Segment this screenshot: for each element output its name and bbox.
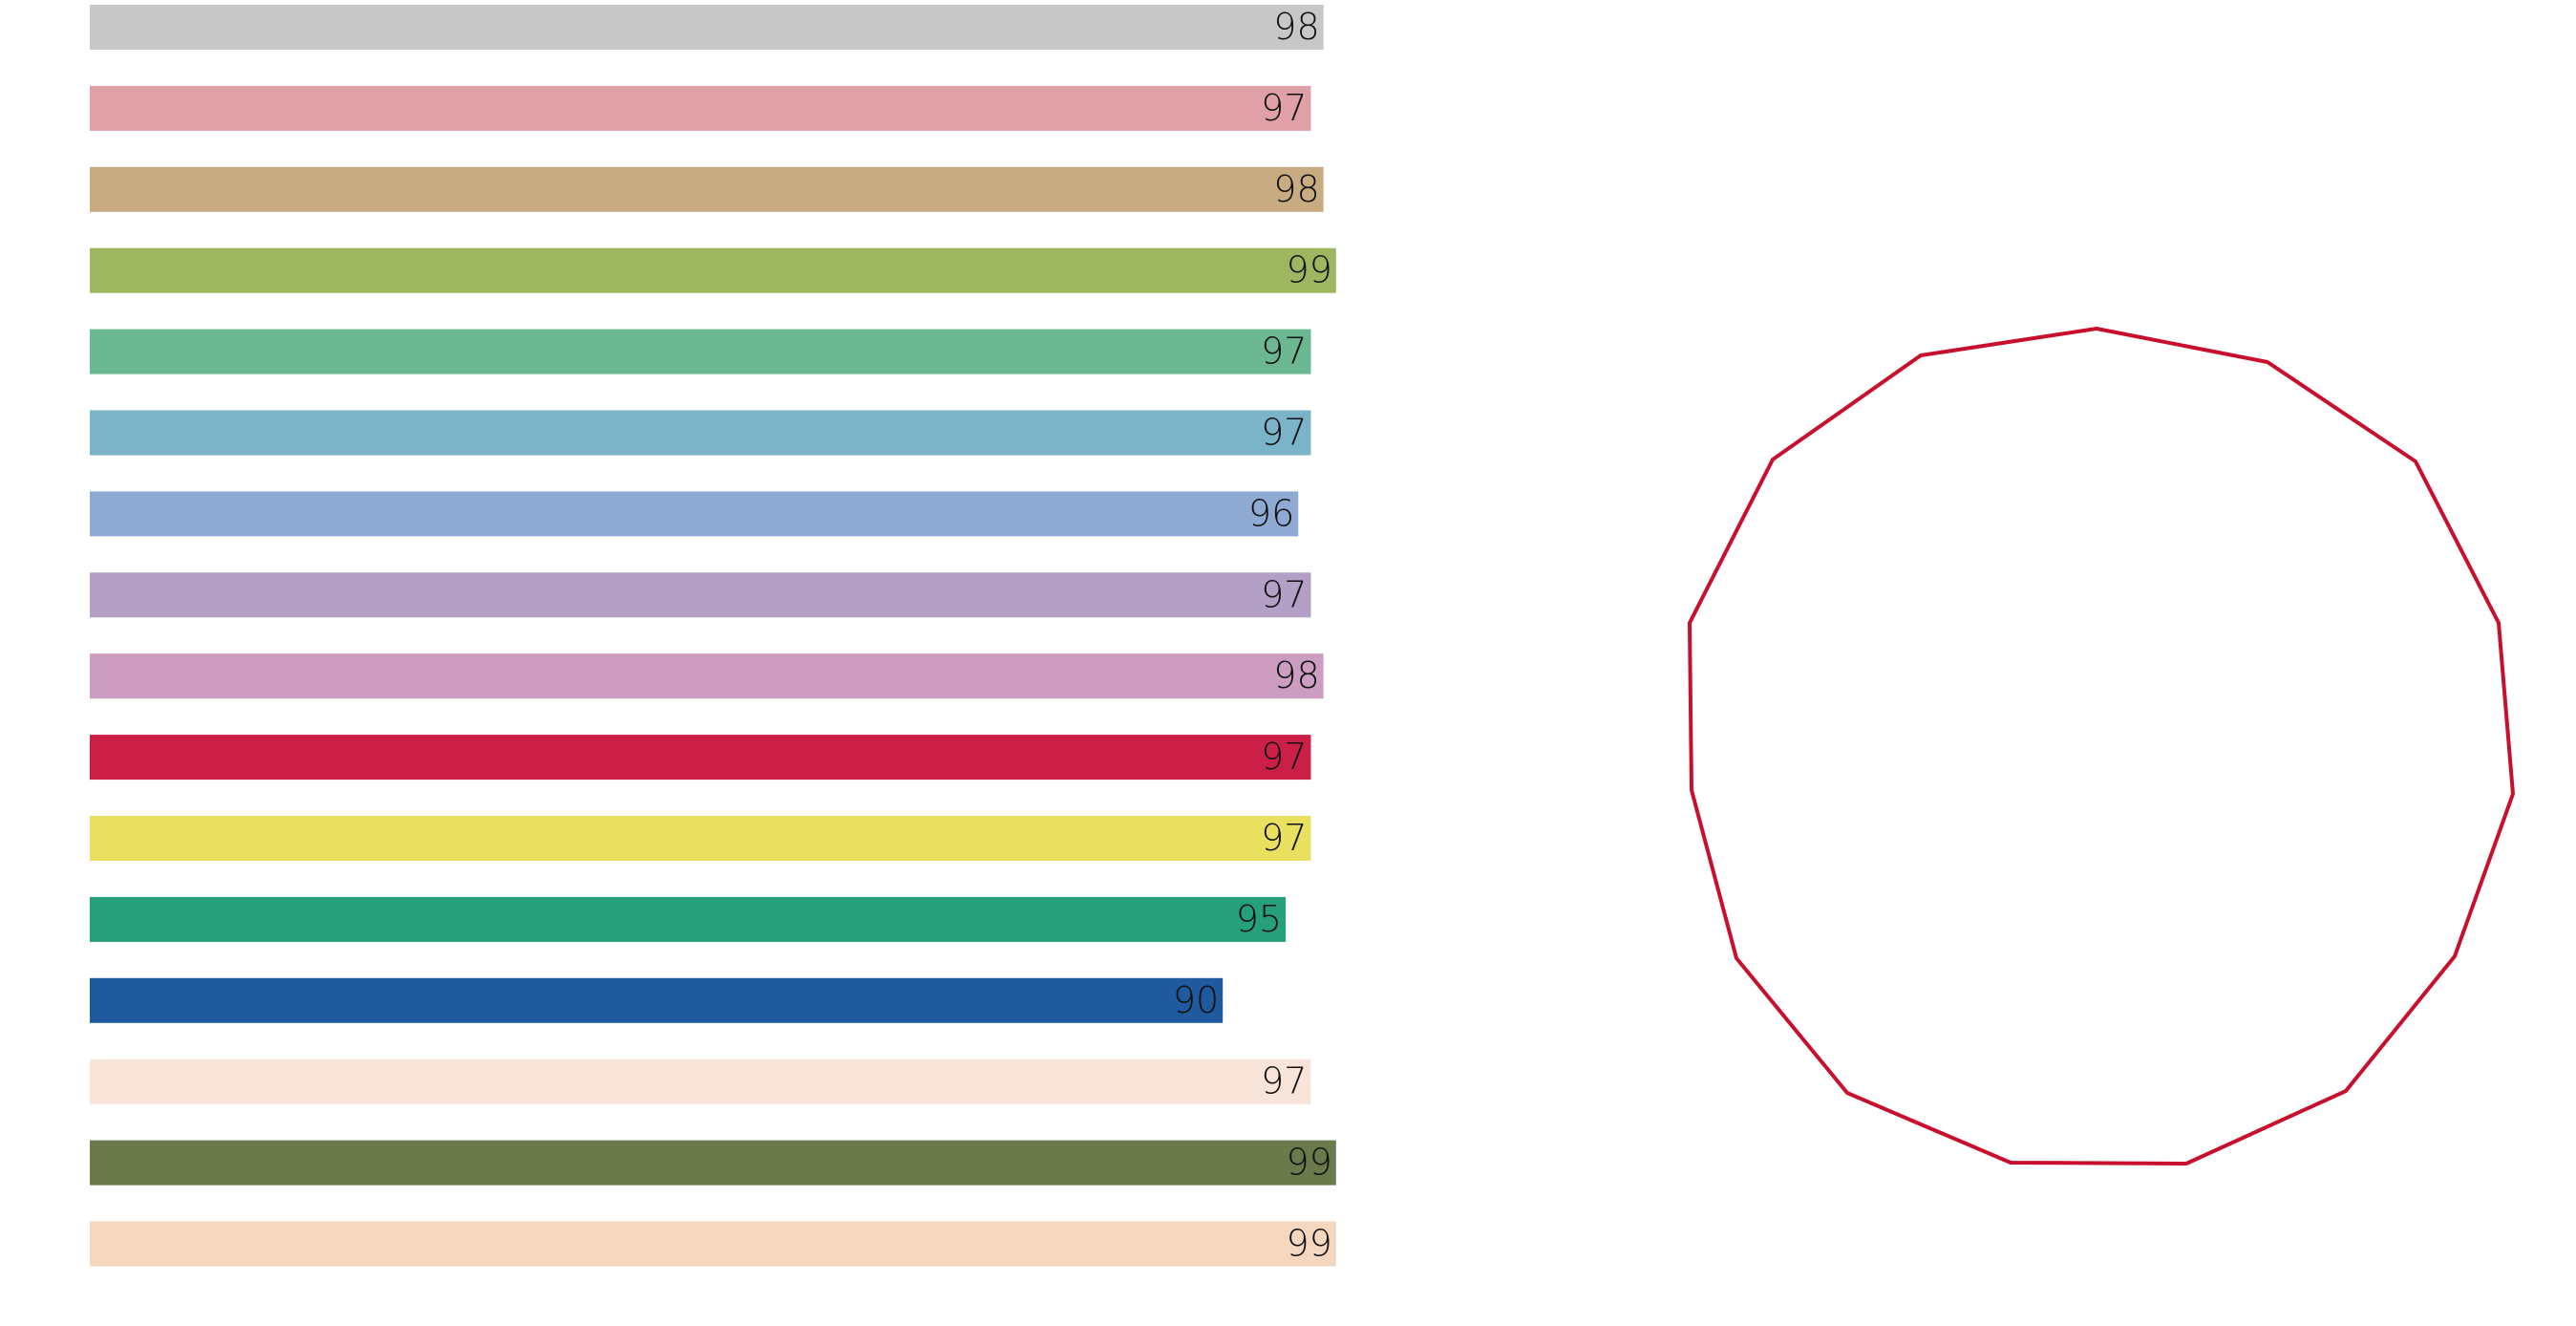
value-label: 90 [1173, 979, 1219, 1021]
bar [90, 329, 1311, 374]
bar [90, 247, 1336, 293]
bar [90, 1059, 1311, 1104]
bar [90, 816, 1311, 861]
value-label: 96 [1248, 492, 1294, 534]
bar [90, 166, 1324, 212]
bar [90, 85, 1311, 131]
value-label: 97 [1261, 817, 1307, 859]
value-label: 99 [1286, 1142, 1331, 1184]
value-label: 97 [1261, 736, 1307, 778]
polygon-outline [1688, 327, 2515, 1166]
value-label: 97 [1261, 1060, 1307, 1102]
bar [90, 653, 1324, 699]
value-label: 99 [1286, 1223, 1331, 1265]
bar [90, 1221, 1336, 1267]
value-label: 97 [1261, 412, 1307, 454]
bar [90, 1140, 1336, 1186]
bar [90, 5, 1324, 50]
bar [90, 572, 1311, 618]
value-label: 95 [1236, 898, 1282, 940]
value-label: 98 [1273, 654, 1319, 696]
bar [90, 491, 1299, 537]
bar [90, 735, 1311, 781]
bar [90, 410, 1311, 456]
value-label: 97 [1261, 573, 1307, 615]
value-label: 97 [1261, 331, 1307, 373]
bar [90, 896, 1287, 942]
value-label: 98 [1273, 6, 1319, 48]
value-label: 98 [1273, 168, 1319, 210]
value-label: 99 [1286, 249, 1331, 291]
value-label: 97 [1261, 87, 1307, 129]
bar [90, 977, 1224, 1023]
